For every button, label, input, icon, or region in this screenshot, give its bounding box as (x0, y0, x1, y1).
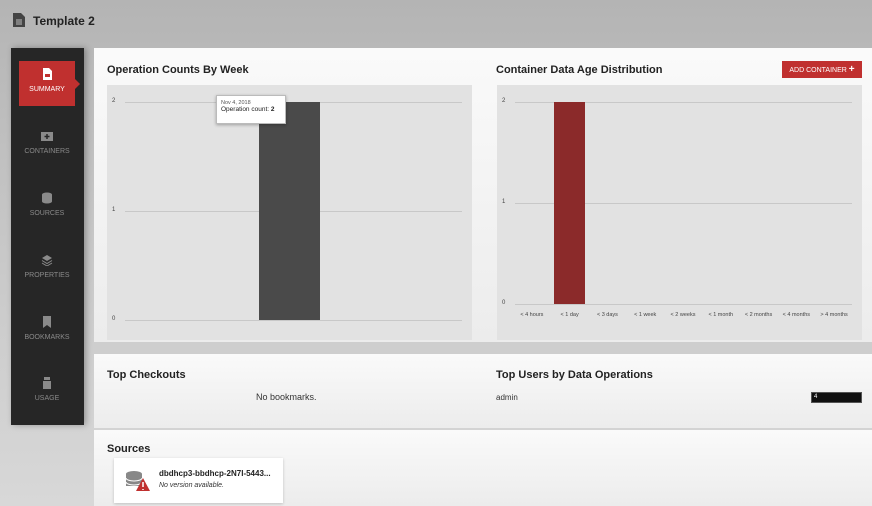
x-tick-label: < 4 months (782, 312, 811, 318)
y-tick-label: 2 (112, 98, 116, 104)
top-users-title: Top Users by Data Operations (496, 369, 653, 381)
top-checkouts-title: Top Checkouts (107, 369, 186, 381)
summary-panel: Top Checkouts No bookmarks. Top Users by… (94, 354, 872, 428)
bar[interactable] (259, 102, 320, 320)
bookmark-icon (43, 316, 51, 328)
sidebar-item-containers[interactable]: CONTAINERS (19, 123, 75, 168)
source-status: No version available. (159, 482, 224, 489)
y-tick-label: 1 (502, 199, 506, 205)
y-tick-label: 2 (502, 98, 506, 104)
empty-message: No bookmarks. (256, 392, 317, 402)
gridline (515, 102, 852, 103)
sources-title: Sources (107, 443, 151, 455)
x-tick-label: < 4 hours (520, 312, 544, 318)
layers-icon (41, 255, 53, 266)
age-chart: 0 1 2 < 4 hours < 1 day < 3 days < 1 week < 2 w… (497, 85, 862, 340)
gridline (125, 320, 462, 321)
user-count-bar: 4 (811, 392, 862, 403)
charts-panel: Operation Counts By Week Container Data … (94, 48, 872, 342)
source-name: dbdhcp3-bbdhcp-2N7I-5443... (159, 469, 271, 478)
container-icon (41, 132, 53, 141)
sidebar: SUMMARY CONTAINERS SOURCES PROPERTIES BO… (11, 48, 84, 425)
y-tick-label: 1 (112, 207, 116, 213)
x-tick-label: < 1 day (560, 312, 579, 318)
sidebar-item-properties[interactable]: PROPERTIES (19, 247, 75, 292)
summary-icon (43, 68, 52, 80)
x-tick-label: < 1 week (634, 312, 657, 318)
sidebar-item-usage[interactable]: USAGE (19, 370, 75, 415)
bar[interactable] (554, 102, 586, 304)
ops-chart: 0 1 2 (107, 85, 472, 340)
database-icon (42, 192, 52, 204)
x-tick-label: > 4 months (820, 312, 848, 318)
chart-tooltip: Nov 4, 2018 Operation count: 2 (216, 95, 286, 124)
y-tick-label: 0 (502, 300, 506, 306)
usage-icon (43, 377, 51, 389)
sidebar-item-bookmarks[interactable]: BOOKMARKS (19, 309, 75, 354)
document-icon (13, 13, 25, 27)
gridline (515, 304, 852, 305)
x-tick-label: < 1 month (708, 312, 734, 318)
database-warning-icon (125, 471, 150, 491)
gridline (515, 203, 852, 204)
sidebar-item-summary[interactable]: SUMMARY (19, 61, 80, 106)
user-name: admin (496, 393, 518, 402)
x-tick-label: < 2 weeks (670, 312, 696, 318)
age-chart-title: Container Data Age Distribution (496, 64, 663, 76)
x-tick-label: < 2 months (744, 312, 773, 318)
add-container-button[interactable]: ADD CONTAINER + (782, 61, 862, 78)
sidebar-item-sources[interactable]: SOURCES (19, 185, 75, 230)
y-tick-label: 0 (112, 316, 116, 322)
source-card[interactable]: dbdhcp3-bbdhcp-2N7I-5443... No version a… (114, 458, 283, 503)
page-title: Template 2 (33, 14, 95, 28)
ops-chart-title: Operation Counts By Week (107, 64, 249, 76)
x-tick-label: < 3 days (596, 312, 618, 318)
